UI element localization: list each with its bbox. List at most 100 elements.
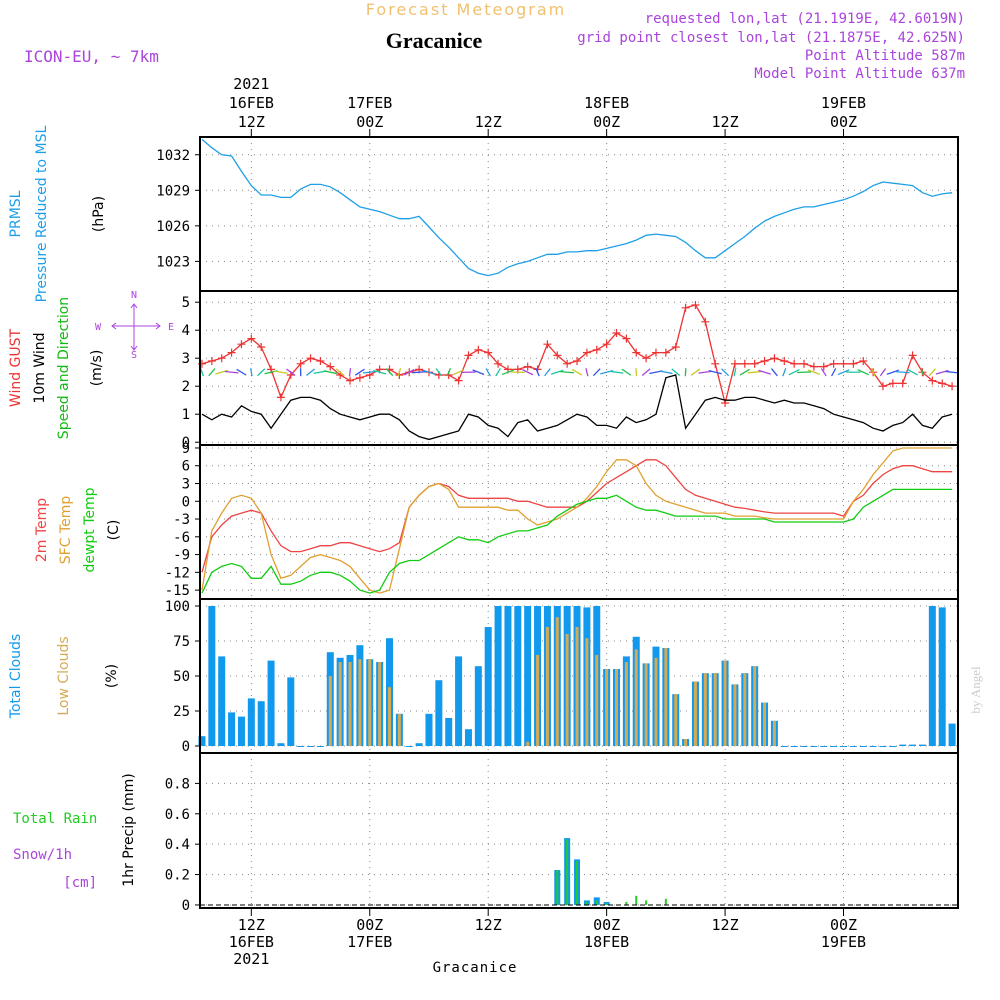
bar-total_clouds <box>820 746 828 747</box>
gust-marker <box>671 343 680 351</box>
y-tick-label: 1 <box>182 407 190 423</box>
gust-marker <box>326 362 335 371</box>
bar-total_clouds <box>277 743 285 746</box>
panel-label: 1hr Precip (mm) <box>121 773 137 886</box>
bar-total_clouds <box>879 746 887 747</box>
x-tick-label-bottom: 12Z <box>238 916 265 934</box>
y-tick-label: -15 <box>165 583 190 599</box>
x-tick-label-top: 00Z <box>356 113 383 131</box>
x-tick-label-bottom: 2021 <box>233 950 269 968</box>
bar-low_clouds <box>536 655 540 746</box>
bar-total_clouds <box>918 744 926 746</box>
y-tick-label: 3 <box>182 477 190 493</box>
bar-total_clouds <box>474 666 482 746</box>
gust-marker <box>642 354 651 363</box>
gust-marker <box>237 340 246 349</box>
bar-low_clouds <box>733 684 737 746</box>
bar-total_clouds <box>435 680 443 746</box>
bar-total_clouds <box>859 746 867 747</box>
wind-arrow <box>236 368 247 376</box>
panel-frame <box>199 752 959 909</box>
bar-total_clouds <box>869 746 877 747</box>
bar-rain <box>585 901 588 905</box>
bar-total_clouds <box>484 627 492 746</box>
bar-total_clouds <box>257 701 265 746</box>
series-gust-line <box>201 304 953 404</box>
bar-low_clouds <box>378 662 382 746</box>
requested-coords: requested lon,lat (21.1919E, 42.6019N) <box>645 11 965 27</box>
wind-arrow <box>788 368 800 376</box>
gust-marker <box>484 348 493 357</box>
x-tick-label-bottom: 12Z <box>712 916 739 934</box>
gust-marker <box>819 362 828 371</box>
bar-low_clouds <box>674 694 678 746</box>
wind-arrow <box>820 368 827 377</box>
panel-label: [cm] <box>63 875 97 891</box>
gust-marker <box>760 357 769 365</box>
x-tick-label-bottom: 00Z <box>593 916 620 934</box>
bar-low_clouds <box>397 713 401 746</box>
wind-arrow <box>397 368 402 377</box>
bar-total_clouds <box>425 713 433 746</box>
gust-marker <box>592 345 601 354</box>
panel-label: (C) <box>106 520 122 541</box>
bar-total_clouds <box>524 606 532 746</box>
bar-rain <box>605 903 608 905</box>
x-tick-label-bottom: 16FEB <box>229 933 274 951</box>
panel-label: 10m Wind <box>32 332 48 403</box>
gust-marker <box>888 379 897 388</box>
bar-low_clouds <box>703 673 707 746</box>
bar-rain <box>635 895 638 905</box>
wind-arrow <box>739 368 751 376</box>
gust-marker <box>296 359 305 368</box>
wind-arrow <box>495 368 501 377</box>
bar-total_clouds <box>198 736 206 746</box>
compass-e: E <box>168 322 174 333</box>
panel-label: 2m Temp <box>34 498 50 562</box>
bar-total_clouds <box>237 716 245 746</box>
bar-rain <box>576 860 579 905</box>
panel-frame <box>199 136 959 292</box>
panel-label: Low Clouds <box>56 636 72 715</box>
wind-arrow <box>354 368 365 376</box>
panel-wind: 0 1 2 3 4 5 Wind GUST 10m Wind Speed and Directi… <box>8 290 960 451</box>
bar-low_clouds <box>743 673 747 746</box>
bar-total_clouds <box>849 746 857 747</box>
wind-arrow <box>522 369 534 376</box>
wind-arrow <box>837 369 850 376</box>
gust-marker <box>829 359 838 368</box>
wind-arrow <box>870 368 876 377</box>
bar-low_clouds <box>713 673 717 746</box>
bar-rain <box>664 898 667 905</box>
bar-total_clouds <box>830 746 838 747</box>
gust-marker <box>750 359 759 368</box>
gust-marker <box>543 340 552 349</box>
panel-label: Total Clouds <box>8 634 24 719</box>
panel-label: dewpt Temp <box>82 487 98 572</box>
wind-arrow <box>708 370 722 375</box>
bar-low_clouds <box>338 662 342 746</box>
gust-marker <box>622 334 631 343</box>
wind-arrow <box>412 371 427 374</box>
bar-low_clouds <box>575 627 579 746</box>
gust-marker <box>464 351 473 360</box>
gust-marker <box>306 354 315 363</box>
gust-marker <box>217 354 226 363</box>
y-tick-label: 5 <box>182 295 190 311</box>
x-tick-label-top: 12Z <box>238 113 265 131</box>
x-tick-label-bottom: 17FEB <box>347 933 392 951</box>
x-tick-label-bottom: 00Z <box>356 916 383 934</box>
gust-marker <box>494 359 503 368</box>
bar-total_clouds <box>208 606 216 746</box>
panel-label: PRMSL <box>8 190 24 237</box>
series-temp-line <box>201 459 953 573</box>
panel-precip: 0 0.2 0.4 0.6 0.8 Total Rain Snow/1h [cm] 1hr Pr… <box>13 752 959 914</box>
bar-total_clouds <box>445 718 453 746</box>
wind-arrow <box>895 371 910 374</box>
x-tick-label-bottom: 12Z <box>475 916 502 934</box>
bar-low_clouds <box>526 741 530 746</box>
bar-rain <box>595 900 598 905</box>
y-tick-label: 2 <box>182 379 190 395</box>
wind-arrow <box>385 368 394 377</box>
gust-marker <box>809 362 818 371</box>
